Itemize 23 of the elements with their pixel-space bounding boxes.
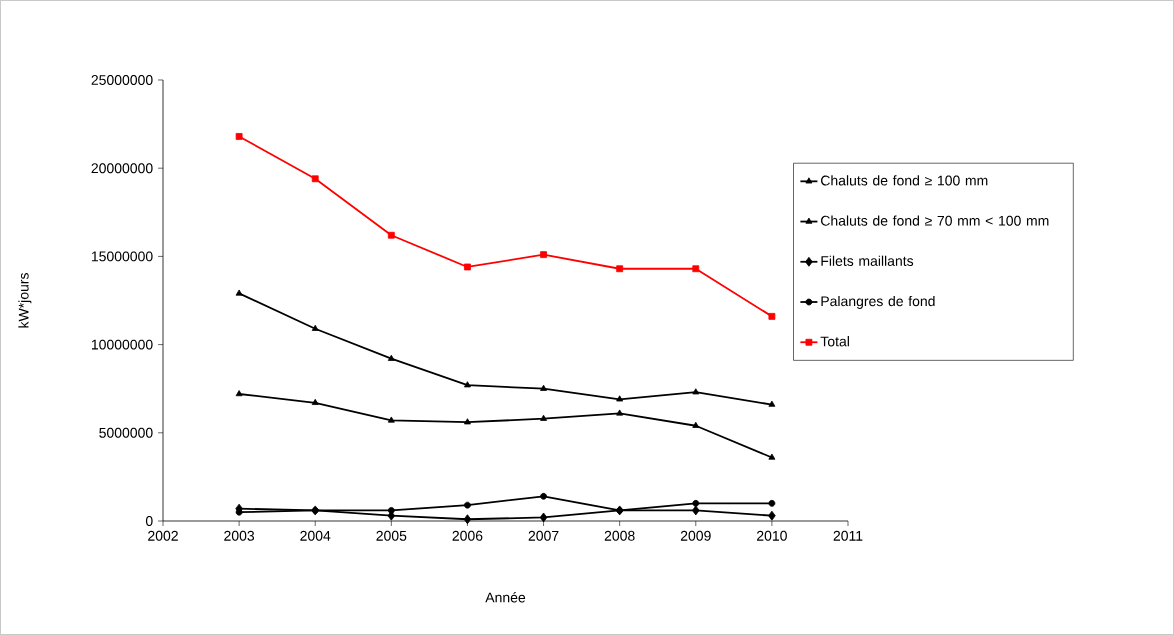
- legend-label: Filets maillants: [821, 255, 914, 266]
- y-tick-label: 0: [145, 516, 153, 526]
- x-tick-label: 2005: [376, 530, 407, 541]
- y-tick-label: 25000000: [91, 75, 153, 85]
- legend-label: Palangres de fond: [821, 295, 935, 309]
- x-tick-label: 2003: [224, 530, 255, 541]
- x-tick-label: 2010: [757, 530, 787, 541]
- x-tick-label: 2007: [528, 530, 559, 541]
- y-axis-title: kW*jours: [18, 273, 32, 328]
- y-tick-label: 5000000: [99, 427, 153, 438]
- x-tick-label: 2009: [680, 530, 711, 541]
- y-tick-label: 10000000: [91, 339, 153, 350]
- legend-label: Chaluts de fond ≥ 70 mm < 100 mm: [821, 215, 1049, 226]
- y-tick-label: 15000000: [91, 251, 153, 262]
- x-tick-label: 2002: [148, 530, 178, 541]
- x-tick-label: 2008: [604, 530, 635, 541]
- x-tick-label: 2011: [833, 530, 863, 541]
- x-axis-title: Année: [485, 592, 526, 603]
- y-tick-label: 20000000: [91, 163, 153, 174]
- legend-label: Total: [820, 336, 849, 347]
- legend-label: Chaluts de fond ≥ 100 mm: [821, 175, 988, 186]
- x-tick-label: 2004: [300, 530, 331, 541]
- x-tick-label: 2006: [452, 530, 483, 541]
